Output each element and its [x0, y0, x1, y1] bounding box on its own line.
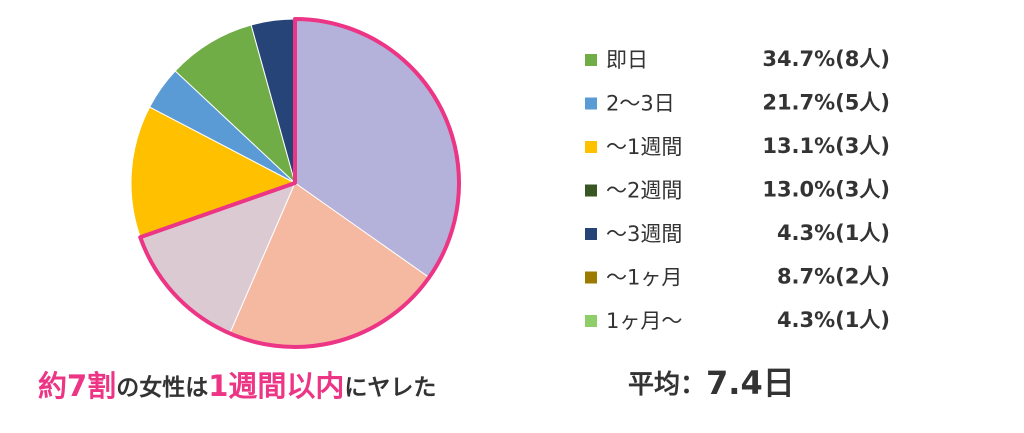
value-label: 4.3%(1人) [777, 308, 890, 332]
legend-swatch [585, 315, 597, 327]
legend-swatch [585, 271, 597, 284]
highlight-outline [138, 17, 461, 349]
pie-slice [174, 24, 296, 185]
annotation-part: にヤレた [344, 375, 436, 401]
value-label: 8.7%(2人) [777, 265, 890, 289]
average-label: 平均： [628, 370, 706, 400]
pie-slice [130, 106, 297, 238]
legend-label: 〜1週間 [606, 135, 682, 159]
legend-label: 〜1ヶ月 [606, 266, 682, 290]
average-value: 7.4日 [706, 364, 795, 402]
legend-swatch [585, 141, 597, 153]
value-label: 13.0%(3人) [762, 178, 890, 202]
legend-label: 2〜3日 [606, 92, 675, 116]
value-label: 21.7%(5人) [762, 91, 890, 115]
value-label: 34.7%(8人) [762, 47, 890, 71]
value-label: 4.3%(1人) [777, 221, 890, 245]
legend-swatch [585, 228, 597, 240]
legend-swatch [585, 54, 597, 66]
legend-label: 即日 [606, 48, 648, 72]
legend-label: 〜3週間 [606, 222, 682, 246]
average: 平均：7.4日 [628, 364, 795, 402]
annotation-part: 約7割 [38, 369, 116, 403]
annotation: 約7割の女性は1週間以内にヤレた [38, 369, 436, 403]
annotation-part: の女性は [116, 374, 208, 401]
legend-label: 〜2週間 [606, 179, 682, 203]
value-label: 13.1%(3人) [762, 134, 890, 158]
legend-label: 1ヶ月〜 [606, 309, 682, 333]
legend-swatch [585, 184, 597, 197]
legend-swatch [585, 97, 597, 110]
annotation-part: 1週間以内 [208, 369, 344, 403]
